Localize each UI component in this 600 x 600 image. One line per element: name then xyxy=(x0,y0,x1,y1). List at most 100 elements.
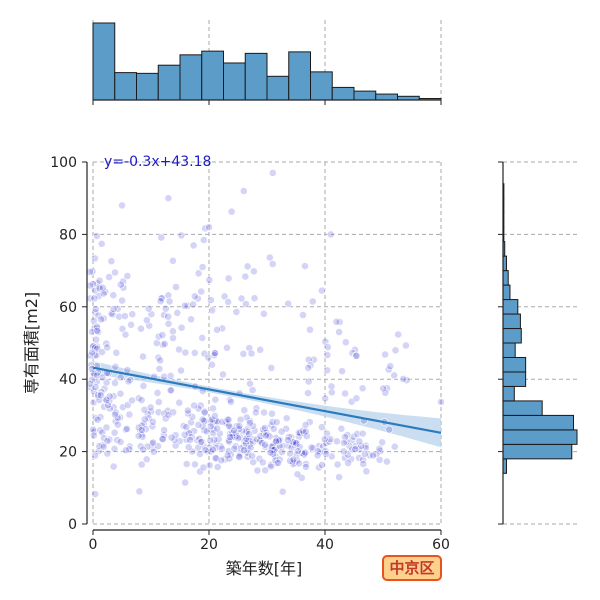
scatter-point xyxy=(318,460,326,469)
scatter-point xyxy=(327,388,336,397)
scatter-point xyxy=(353,429,362,438)
scatter-point xyxy=(241,300,250,308)
scatter-point xyxy=(265,253,274,262)
x-histogram-bar xyxy=(288,51,311,101)
scatter-point xyxy=(190,292,199,301)
scatter-point xyxy=(298,426,307,435)
ward-badge: 中京区 xyxy=(382,555,442,581)
scatter-point xyxy=(234,434,243,443)
scatter-point xyxy=(160,311,168,319)
scatter-point xyxy=(272,418,281,427)
scatter-point xyxy=(140,415,149,424)
scatter-point xyxy=(168,256,177,265)
scatter-point xyxy=(203,447,212,456)
scatter-point xyxy=(197,287,206,296)
scatter-point xyxy=(114,420,122,429)
scatter-point xyxy=(301,462,310,471)
scatter-point xyxy=(184,409,192,418)
scatter-point xyxy=(211,395,220,404)
scatter-point xyxy=(148,417,157,426)
scatter-point xyxy=(206,436,215,445)
scatter-point xyxy=(116,437,125,446)
scatter-point xyxy=(164,194,173,203)
scatter-point xyxy=(314,463,323,472)
scatter-point xyxy=(224,415,233,424)
scatter-point xyxy=(92,232,101,240)
scatter-point xyxy=(351,445,360,454)
scatter-point xyxy=(134,423,143,432)
scatter-point xyxy=(164,312,173,321)
scatter-point xyxy=(323,343,332,352)
scatter-point xyxy=(332,317,341,326)
scatter-point xyxy=(381,350,389,359)
scatter-point xyxy=(301,427,310,436)
scatter-point xyxy=(335,473,343,482)
scatter-point xyxy=(386,362,395,371)
y-histogram-bar xyxy=(502,342,516,358)
x-histogram-bar xyxy=(114,72,137,101)
confidence-band xyxy=(93,360,441,448)
x-histogram-bar xyxy=(353,90,377,101)
scatter-point xyxy=(173,308,182,317)
scatter-point xyxy=(137,426,146,434)
scatter-point xyxy=(223,343,231,352)
scatter-point xyxy=(338,367,346,376)
scatter-point xyxy=(194,443,203,452)
x-histogram-bar xyxy=(375,93,398,101)
scatter-point xyxy=(194,269,203,278)
scatter-point xyxy=(217,444,226,453)
scatter-point xyxy=(302,432,311,440)
scatter-point xyxy=(187,315,195,324)
x-tick-label: 60 xyxy=(432,537,450,553)
x-histogram-bar xyxy=(179,54,203,101)
scatter-point xyxy=(282,424,290,433)
scatter-point xyxy=(156,297,165,306)
scatter-point xyxy=(111,408,120,417)
scatter-point xyxy=(158,331,167,339)
scatter-point xyxy=(361,443,370,452)
scatter-point xyxy=(360,450,369,458)
y-tick-label: 60 xyxy=(59,300,77,316)
x-axis-label: 築年数[年] xyxy=(226,559,303,578)
scatter-point xyxy=(139,381,148,390)
scatter-point xyxy=(248,386,257,394)
scatter-point xyxy=(207,296,215,304)
scatter-point xyxy=(261,431,270,440)
scatter-point xyxy=(139,352,147,361)
scatter-point xyxy=(383,384,391,393)
scatter-point xyxy=(240,406,249,415)
y-tick-label: 100 xyxy=(50,155,77,171)
scatter-point xyxy=(274,458,283,467)
scatter-point xyxy=(224,297,233,306)
scatter-point xyxy=(283,436,292,444)
scatter-point xyxy=(160,426,168,434)
scatter-point xyxy=(251,408,260,417)
scatter-point xyxy=(142,316,151,325)
scatter-point xyxy=(239,187,248,195)
scatter-point xyxy=(278,448,286,456)
scatter-point xyxy=(116,373,125,382)
scatter-point xyxy=(89,398,98,407)
scatter-point xyxy=(227,207,236,216)
scatter-point xyxy=(295,459,303,468)
scatter-point xyxy=(306,325,314,334)
scatter-point xyxy=(171,431,180,440)
scatter-point xyxy=(266,448,275,457)
y-tick-label: 80 xyxy=(59,227,77,243)
scatter-point xyxy=(87,360,96,369)
scatter-point xyxy=(175,398,184,407)
scatter-point xyxy=(189,241,198,250)
scatter-point xyxy=(102,339,111,348)
scatter-point xyxy=(240,446,248,455)
scatter-point xyxy=(189,300,197,309)
scatter-point xyxy=(253,466,262,475)
scatter-point xyxy=(382,457,391,466)
scatter-point xyxy=(107,309,116,318)
x-marginal-histogram xyxy=(92,22,442,101)
scatter-point xyxy=(208,360,216,369)
scatter-point xyxy=(125,410,134,419)
scatter-point xyxy=(91,490,100,498)
scatter-point xyxy=(183,406,192,415)
scatter-point xyxy=(304,389,312,397)
scatter-point xyxy=(343,450,352,459)
